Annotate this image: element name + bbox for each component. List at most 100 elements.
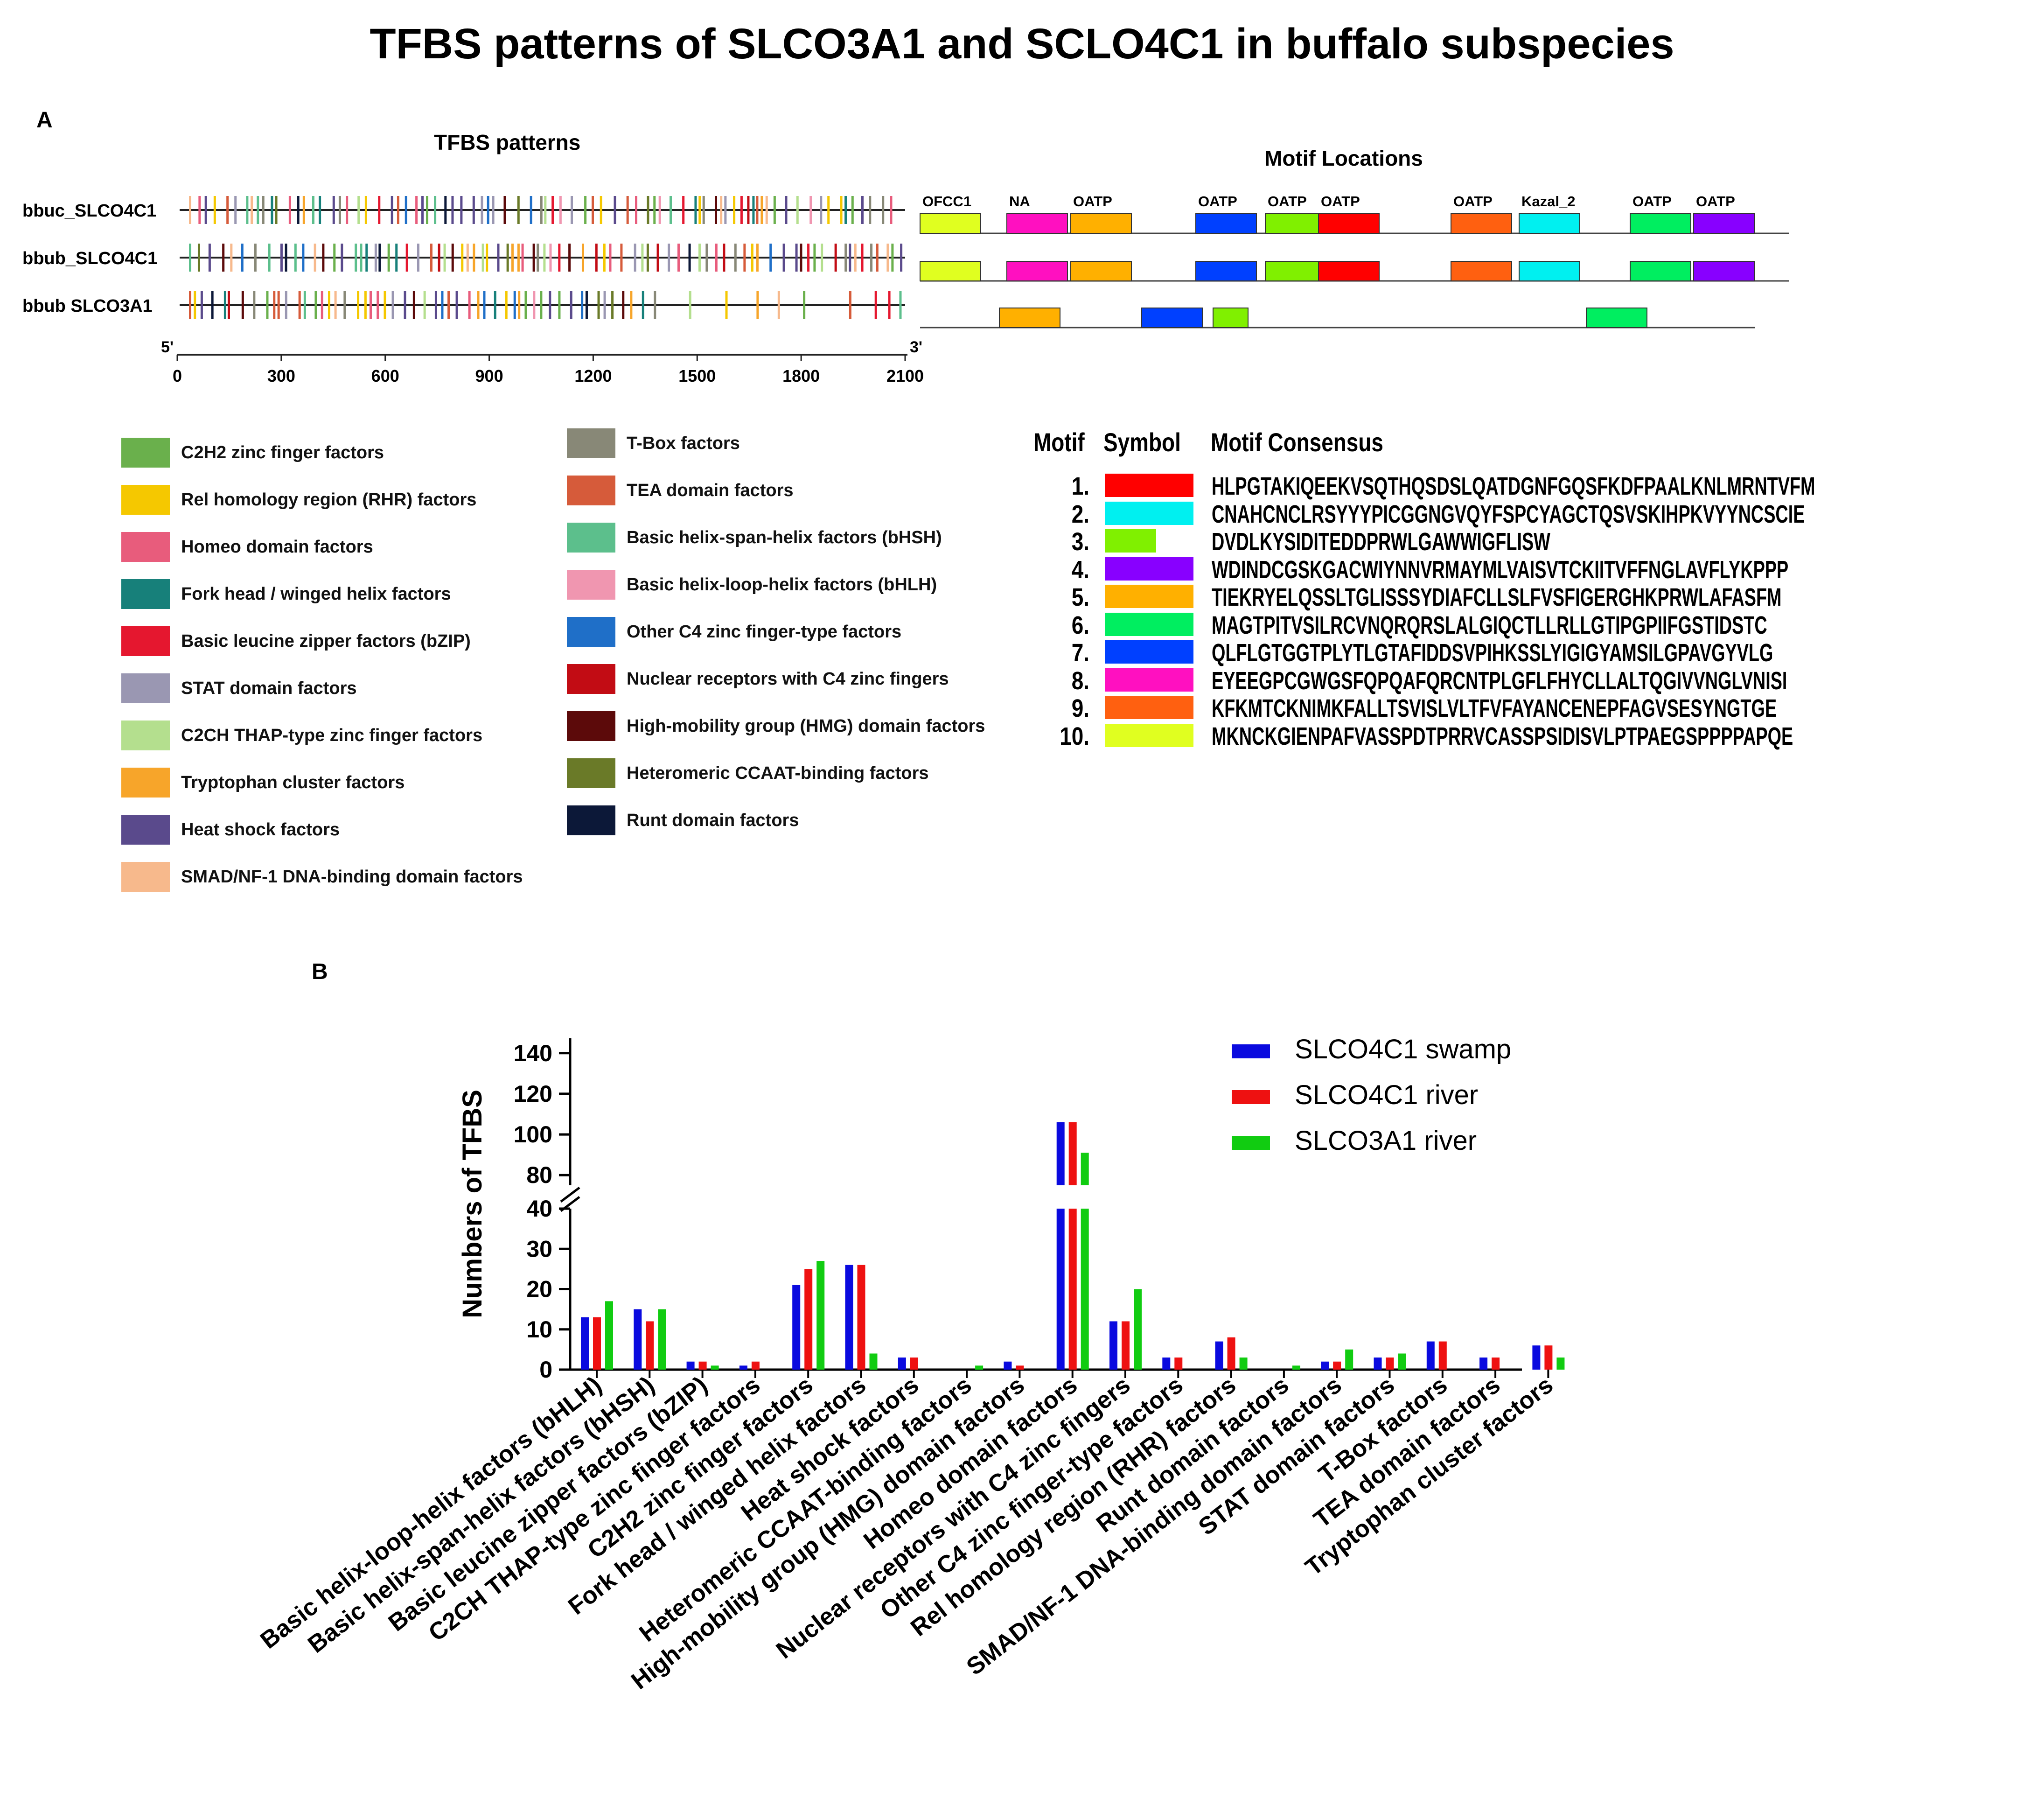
motif-box	[1630, 261, 1691, 281]
tfbs-site-mark	[364, 291, 367, 319]
tfbs-site-mark	[364, 196, 367, 224]
x-tick-label: STAT domain factors	[1193, 1371, 1400, 1541]
five-prime-label: 5'	[161, 338, 174, 356]
tfbs-site-mark	[333, 244, 336, 272]
motif-row: 7. QLFLGTGGTPLYTLGTAFIDDSVPIHKSSLYIGIGYAM…	[1033, 638, 2032, 667]
motif-box	[1519, 261, 1580, 281]
panel-a-label: A	[36, 108, 53, 133]
legend-item: Heat shock factors	[121, 815, 340, 845]
tfbs-site-mark	[688, 244, 691, 272]
tfbs-site-mark	[321, 291, 323, 319]
tfbs-site-mark	[434, 291, 437, 319]
legend-label: SLCO4C1 river	[1295, 1080, 1478, 1110]
tfbs-site-mark	[384, 291, 386, 319]
y-tick-label: 80	[526, 1162, 552, 1188]
tfbs-site-mark	[443, 244, 446, 272]
page-title: TFBS patterns of SLCO3A1 and SCLO4C1 in …	[370, 20, 1674, 68]
motif-row: 10. MKNCKGIENPAFVASSPDTPRRVCASSPSIDISVLPT…	[1033, 722, 2032, 750]
tfbs-site-mark	[481, 196, 483, 224]
legend-label: Basic helix-loop-helix factors (bHLH)	[627, 574, 937, 595]
tfbs-site-mark	[614, 196, 616, 224]
axis-tick-label: 2100	[886, 366, 924, 385]
motif-box-label: OFCC1	[922, 193, 971, 210]
motif-locations: OFCC1 NA OATP OATP OATP OATP OATP Kazal_2 OATP OA…	[920, 193, 1789, 329]
x-tick-label: Heteromeric CCAAT-binding factors	[635, 1371, 977, 1647]
tfbs-site-mark	[723, 244, 726, 272]
motif-box	[1006, 261, 1068, 281]
tfbs-site-mark	[585, 291, 588, 319]
x-tick-label: C2H2 zinc finger factors	[583, 1371, 818, 1564]
tfbs-site-mark	[543, 244, 546, 272]
bar	[698, 1361, 707, 1370]
tfbs-site-mark	[773, 196, 776, 224]
tfbs-site-mark	[334, 291, 337, 319]
bar	[1556, 1357, 1565, 1370]
tfbs-site-mark	[899, 291, 902, 319]
bar	[751, 1361, 760, 1370]
tfbs-site-mark	[854, 244, 857, 272]
tfbs-site-mark	[677, 244, 680, 272]
bar	[581, 1317, 589, 1370]
tfbs-site-mark	[705, 244, 708, 272]
bar	[1174, 1357, 1183, 1370]
tfbs-site-mark	[312, 196, 314, 224]
tfbs-site-mark	[230, 244, 233, 272]
legend-swatch	[121, 673, 170, 703]
legend-swatch	[1232, 1044, 1270, 1058]
tfbs-site-mark	[890, 196, 893, 224]
x-tick-label: Fork head / winged helix factors	[563, 1371, 871, 1620]
x-tick-label: SMAD/NF-1 DNA-binding domain factors	[962, 1371, 1347, 1681]
position-axis: 5' 3' 0 300 600 900 1200 1500 1800 2100	[161, 338, 924, 385]
bar	[1321, 1361, 1329, 1370]
bar	[593, 1317, 601, 1370]
tfbs-site-mark	[438, 244, 440, 272]
tfbs-site-mark	[517, 196, 520, 224]
legend-label: Homeo domain factors	[181, 537, 373, 557]
motif-row: 1. HLPGTAKIQEEKVSQTHQSDSLQATDGNFGQSFKDFPA…	[1033, 472, 2032, 500]
legend-swatch	[1232, 1090, 1270, 1104]
tfbs-site-mark	[294, 244, 297, 272]
bar-lower-segment	[1068, 1209, 1077, 1370]
legend-item: Rel homology region (RHR) factors	[121, 485, 476, 515]
motif-box	[920, 261, 981, 281]
motif-number: 5.	[1071, 583, 1089, 611]
legend-swatch	[121, 721, 170, 750]
bar	[1492, 1357, 1500, 1370]
tfbs-site-mark	[882, 196, 885, 224]
tfbs-site-mark	[275, 196, 278, 224]
tfbs-site-mark	[241, 244, 244, 272]
motif-box	[1195, 213, 1257, 234]
y-tick-label: 120	[514, 1081, 552, 1107]
x-tick-label: Runt domain factors	[1091, 1371, 1294, 1538]
motif-box	[1318, 213, 1380, 234]
tfbs-site-mark	[395, 244, 398, 272]
motif-box-label: OATP	[1073, 193, 1112, 210]
tfbs-site-mark	[558, 291, 561, 319]
motif-box-label: OATP	[1268, 193, 1307, 210]
legend-label: Tryptophan cluster factors	[181, 772, 405, 792]
panel-b-label: B	[312, 959, 328, 984]
tfbs-site-mark	[378, 244, 381, 272]
tfbs-site-mark	[268, 244, 271, 272]
tfbs-site-mark	[670, 196, 672, 224]
motif-box-label: OATP	[1453, 193, 1493, 210]
axis-tick-label: 1500	[678, 366, 716, 385]
tfbs-site-mark	[740, 196, 743, 224]
tfbs-site-mark	[886, 244, 889, 272]
tfbs-site-mark	[540, 291, 543, 319]
tfbs-site-mark	[241, 291, 244, 319]
tfbs-site-mark	[466, 244, 469, 272]
tfbs-site-mark	[698, 244, 701, 272]
motif-number: 2.	[1071, 500, 1089, 528]
legend-item: Other C4 zinc finger-type factors	[567, 617, 901, 647]
legend-item: C2CH THAP-type zinc finger factors	[121, 721, 482, 750]
axis-break-mark	[560, 1187, 580, 1203]
tfbs-site-mark	[447, 291, 450, 319]
x-tick-label: Basic helix-loop-helix factors (bHLH)	[255, 1371, 607, 1654]
tfbs-site-mark	[271, 196, 273, 224]
tfbs-site-mark	[257, 196, 259, 224]
tfbs-site-mark	[654, 291, 656, 319]
motif-row: 6. MAGTPITVSILRCVNQRQRSLALGIQCTLLRLLGTIPG…	[1033, 611, 2032, 639]
